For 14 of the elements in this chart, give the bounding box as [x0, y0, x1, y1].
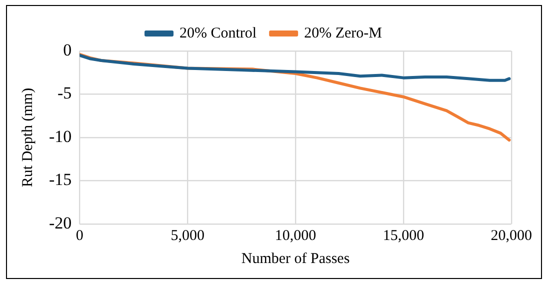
y-tick-label: -10	[48, 126, 72, 146]
y-tick-label: -20	[48, 213, 72, 232]
x-axis-title: Number of Passes	[241, 250, 350, 267]
y-axis-title: Rut Depth (mm)	[20, 88, 36, 188]
x-tick-label: 15,000	[382, 228, 424, 244]
x-tick-label: 10,000	[274, 228, 316, 244]
x-tick-label: 20,000	[490, 228, 532, 244]
y-tick-label: -5	[57, 84, 72, 103]
legend-label: 20% Control	[180, 25, 257, 42]
x-tick-label: 5,000	[170, 228, 204, 244]
x-tick-label: 0	[76, 228, 84, 244]
y-tick-label: -15	[48, 170, 72, 190]
legend-label: 20% Zero-M	[304, 25, 382, 42]
y-tick-label: 0	[63, 40, 72, 60]
